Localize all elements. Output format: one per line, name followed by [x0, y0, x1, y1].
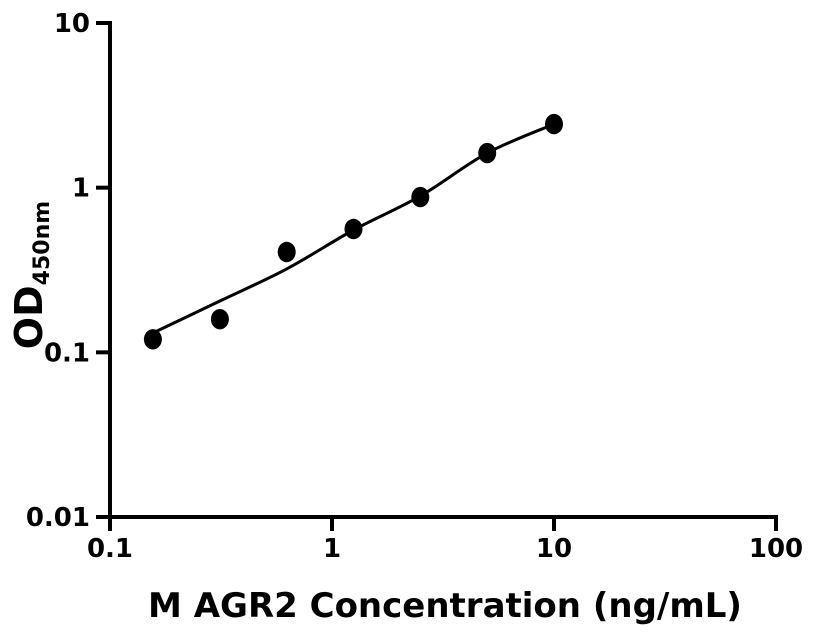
y-axis-title: OD450nm — [7, 201, 55, 349]
y-tick-label: 10 — [54, 9, 90, 39]
y-tick-label: 1 — [72, 174, 90, 204]
data-point — [545, 113, 563, 135]
data-point — [478, 142, 497, 164]
data-point — [344, 218, 363, 240]
y-axis-title-subscript: 450nm — [30, 201, 55, 286]
data-point — [411, 186, 430, 208]
y-tick-label: 0.01 — [26, 503, 90, 533]
data-point — [143, 329, 162, 350]
y-axis-title-main: OD — [7, 285, 51, 349]
x-tick-label: 1 — [323, 534, 341, 564]
x-axis-title: M AGR2 Concentration (ng/mL) — [148, 586, 742, 626]
data-point — [277, 241, 296, 263]
x-tick-label: 100 — [749, 534, 803, 564]
y-tick-label: 0.1 — [44, 338, 90, 368]
x-tick-label: 0.1 — [87, 534, 133, 564]
data-point — [210, 309, 229, 330]
x-tick-label: 10 — [536, 534, 572, 564]
